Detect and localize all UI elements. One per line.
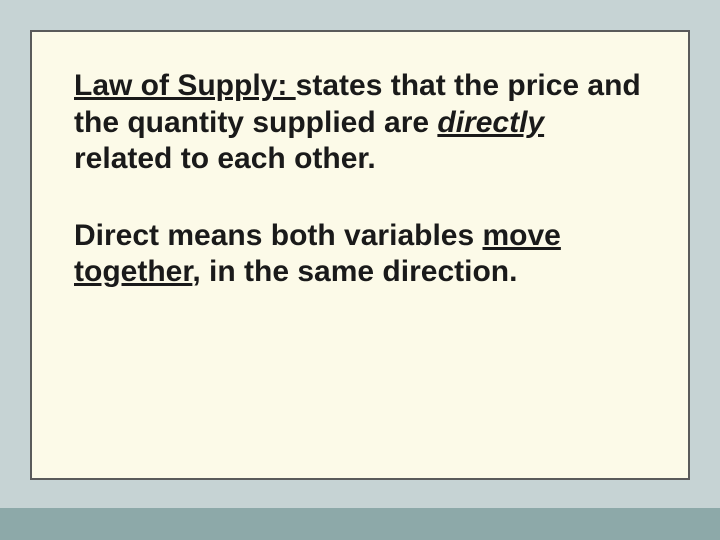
p1-text-b: related to each other. <box>74 142 376 175</box>
paragraph-1: Law of Supply: states that the price and… <box>74 68 646 178</box>
content-box: Law of Supply: states that the price and… <box>30 30 690 480</box>
p1-emphasis: directly <box>437 106 544 139</box>
p2-text-a: Direct means both variables <box>74 219 483 252</box>
bottom-stripe <box>0 508 720 540</box>
slide-container: Law of Supply: states that the price and… <box>0 0 720 540</box>
paragraph-2: Direct means both variables move togethe… <box>74 218 646 291</box>
p2-text-b: , in the same direction. <box>192 255 517 288</box>
p1-term: Law of Supply: <box>74 69 296 102</box>
